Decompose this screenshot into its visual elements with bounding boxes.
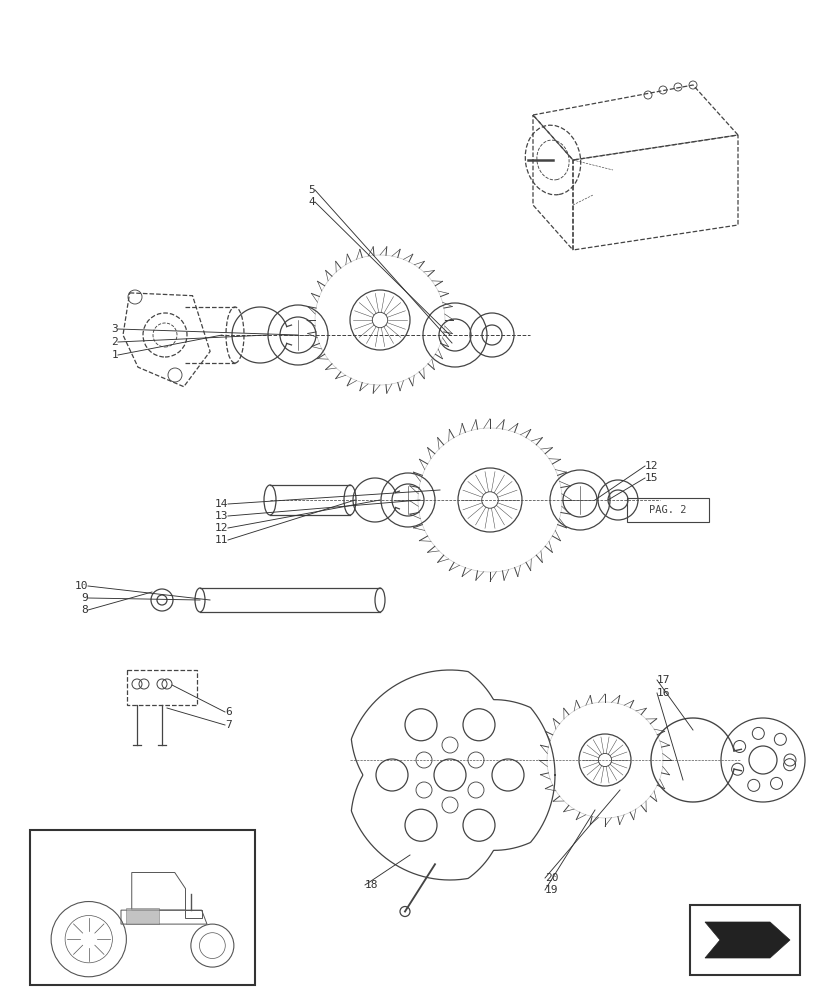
Text: 2: 2 xyxy=(111,337,118,347)
Text: PAG. 2: PAG. 2 xyxy=(648,505,686,515)
Text: 18: 18 xyxy=(365,880,378,890)
Text: 3: 3 xyxy=(111,324,118,334)
Text: 8: 8 xyxy=(81,605,88,615)
Bar xyxy=(127,908,159,924)
Text: 10: 10 xyxy=(74,581,88,591)
Text: 7: 7 xyxy=(225,720,232,730)
Text: 9: 9 xyxy=(81,593,88,603)
Text: 5: 5 xyxy=(308,185,314,195)
Bar xyxy=(689,905,799,975)
Text: 19: 19 xyxy=(544,885,558,895)
Text: 12: 12 xyxy=(214,523,227,533)
Bar xyxy=(626,498,708,522)
Text: 6: 6 xyxy=(225,707,232,717)
Text: 13: 13 xyxy=(214,511,227,521)
Text: 12: 12 xyxy=(644,461,657,471)
Text: 20: 20 xyxy=(544,873,558,883)
Text: 14: 14 xyxy=(214,499,227,509)
Text: 4: 4 xyxy=(308,197,314,207)
Polygon shape xyxy=(704,922,789,958)
Bar xyxy=(30,830,255,985)
Text: 11: 11 xyxy=(214,535,227,545)
Text: 1: 1 xyxy=(111,350,118,360)
Text: 16: 16 xyxy=(656,688,670,698)
Text: 17: 17 xyxy=(656,675,670,685)
Text: 15: 15 xyxy=(644,473,657,483)
